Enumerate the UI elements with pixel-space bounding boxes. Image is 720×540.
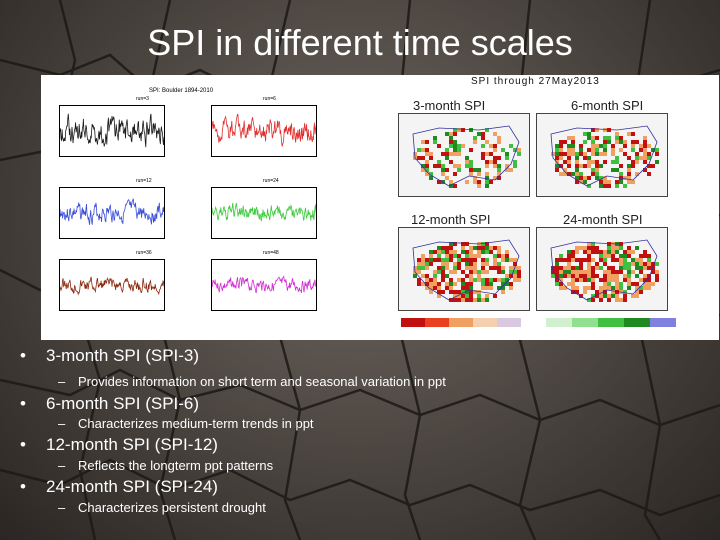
spi-timeseries-run6	[211, 105, 317, 157]
sub-bullet-text: Reflects the longterm ppt patterns	[78, 458, 274, 473]
bullet-label: 6-month SPI (SPI-6)	[46, 394, 200, 413]
slide-title: SPI in different time scales	[147, 22, 573, 63]
spi-map-3mo	[398, 113, 530, 197]
dry-colorbar	[401, 318, 521, 327]
spi-timeseries-run36	[59, 259, 165, 311]
map-title-3mo: 3-month SPI	[413, 98, 486, 113]
run-label: run=6	[263, 96, 276, 102]
wet-colorbar	[546, 318, 676, 327]
spi-map-24mo	[536, 227, 668, 311]
sub-bullet-item: – Reflects the longterm ppt patterns	[58, 458, 274, 473]
map-title-24mo: 24-month SPI	[563, 212, 643, 227]
spi-figure-panel: SPI: Boulder 1894-2010 SPI through 27May…	[41, 75, 719, 340]
bullet-label: 24-month SPI (SPI-24)	[46, 477, 218, 496]
sub-bullet-text: Provides information on short term and s…	[78, 374, 446, 389]
bullet-item: • 24-month SPI (SPI-24)	[20, 477, 218, 496]
sub-bullet-item: – Provides information on short term and …	[58, 374, 446, 389]
spi-map-6mo	[536, 113, 668, 197]
timeseries-title: SPI: Boulder 1894-2010	[149, 88, 214, 94]
sub-bullet-text: Characterizes medium-term trends in ppt	[78, 416, 314, 431]
bullet-item: • 12-month SPI (SPI-12)	[20, 435, 218, 454]
sub-bullet-item: – Characterizes medium-term trends in ppt	[58, 416, 314, 431]
spi-timeseries-run24	[211, 187, 317, 239]
spi-map-12mo	[398, 227, 530, 311]
run-label: run=36	[136, 250, 152, 256]
spi-timeseries-run12	[59, 187, 165, 239]
bullet-item: • 3-month SPI (SPI-3)	[20, 346, 200, 365]
run-label: run=12	[136, 178, 152, 184]
sub-bullet-text: Characterizes persistent drought	[78, 500, 266, 515]
spi-timeseries-run48	[211, 259, 317, 311]
bullet-item: • 6-month SPI (SPI-6)	[20, 394, 200, 413]
run-label: run=3	[136, 96, 149, 102]
map-header: SPI through 27May2013	[471, 76, 600, 87]
map-title-6mo: 6-month SPI	[571, 98, 644, 113]
run-label: run=48	[263, 250, 279, 256]
bullet-label: 12-month SPI (SPI-12)	[46, 435, 218, 454]
run-label: run=24	[263, 178, 279, 184]
bullet-label: 3-month SPI (SPI-3)	[46, 346, 200, 365]
map-title-12mo: 12-month SPI	[411, 212, 491, 227]
sub-bullet-item: – Characterizes persistent drought	[58, 500, 266, 515]
spi-timeseries-run3	[59, 105, 165, 157]
